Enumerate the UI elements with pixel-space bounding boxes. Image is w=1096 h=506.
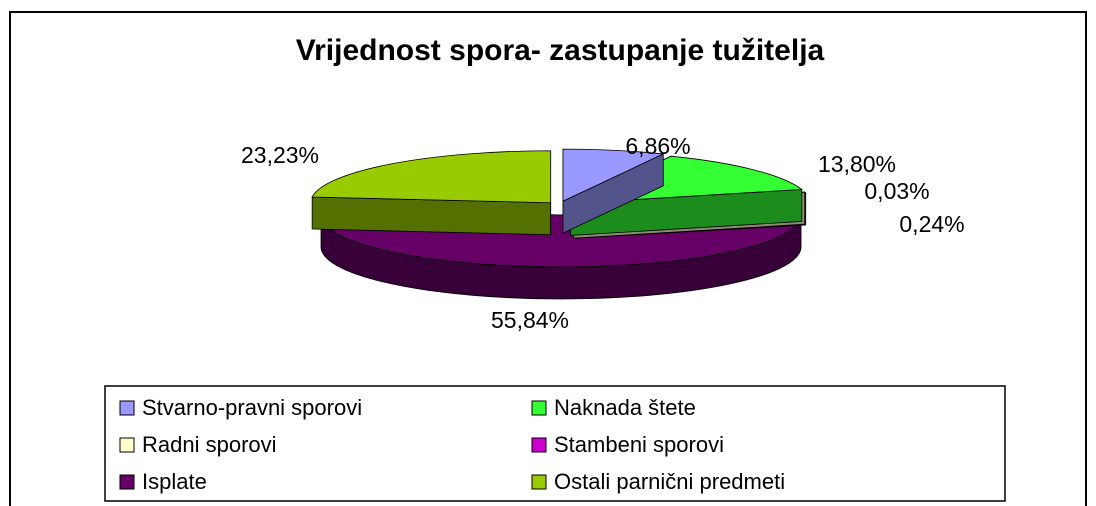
data-label: 6,86% bbox=[625, 133, 690, 159]
frame bbox=[9, 11, 1087, 506]
data-label: 55,84% bbox=[491, 307, 569, 333]
slice bbox=[311, 150, 552, 204]
legend-swatch bbox=[531, 437, 547, 453]
slice-face bbox=[311, 196, 552, 236]
legend-label: Ostali parnični predmeti bbox=[554, 469, 785, 494]
legend-swatch bbox=[531, 400, 547, 416]
legend-swatch bbox=[119, 437, 135, 453]
legend: Stvarno-pravni sporovi Naknada štete Radni… bbox=[119, 395, 785, 494]
legend-label: Stvarno-pravni sporovi bbox=[142, 395, 362, 420]
legend-label: Radni sporovi bbox=[142, 432, 277, 457]
chart-title: Vrijednost spora- zastupanje tužitelja bbox=[296, 34, 825, 67]
legend-swatch bbox=[119, 400, 135, 416]
legend-swatch bbox=[531, 474, 547, 490]
legend-label: Naknada štete bbox=[554, 395, 696, 420]
data-label: 0,03% bbox=[864, 178, 929, 204]
pie bbox=[311, 148, 807, 300]
data-label: 0,24% bbox=[899, 211, 964, 237]
legend-label: Isplate bbox=[142, 469, 207, 494]
legend-swatch bbox=[119, 474, 135, 490]
data-label: 13,80% bbox=[818, 151, 896, 177]
slice bbox=[562, 148, 665, 202]
labels: 6,86% 13,80%0,03% 0,24% 55,84% 23,23% bbox=[241, 133, 965, 333]
legend-box bbox=[104, 385, 1006, 502]
legend-label: Stambeni sporovi bbox=[554, 432, 724, 457]
data-label: 23,23% bbox=[241, 142, 319, 168]
